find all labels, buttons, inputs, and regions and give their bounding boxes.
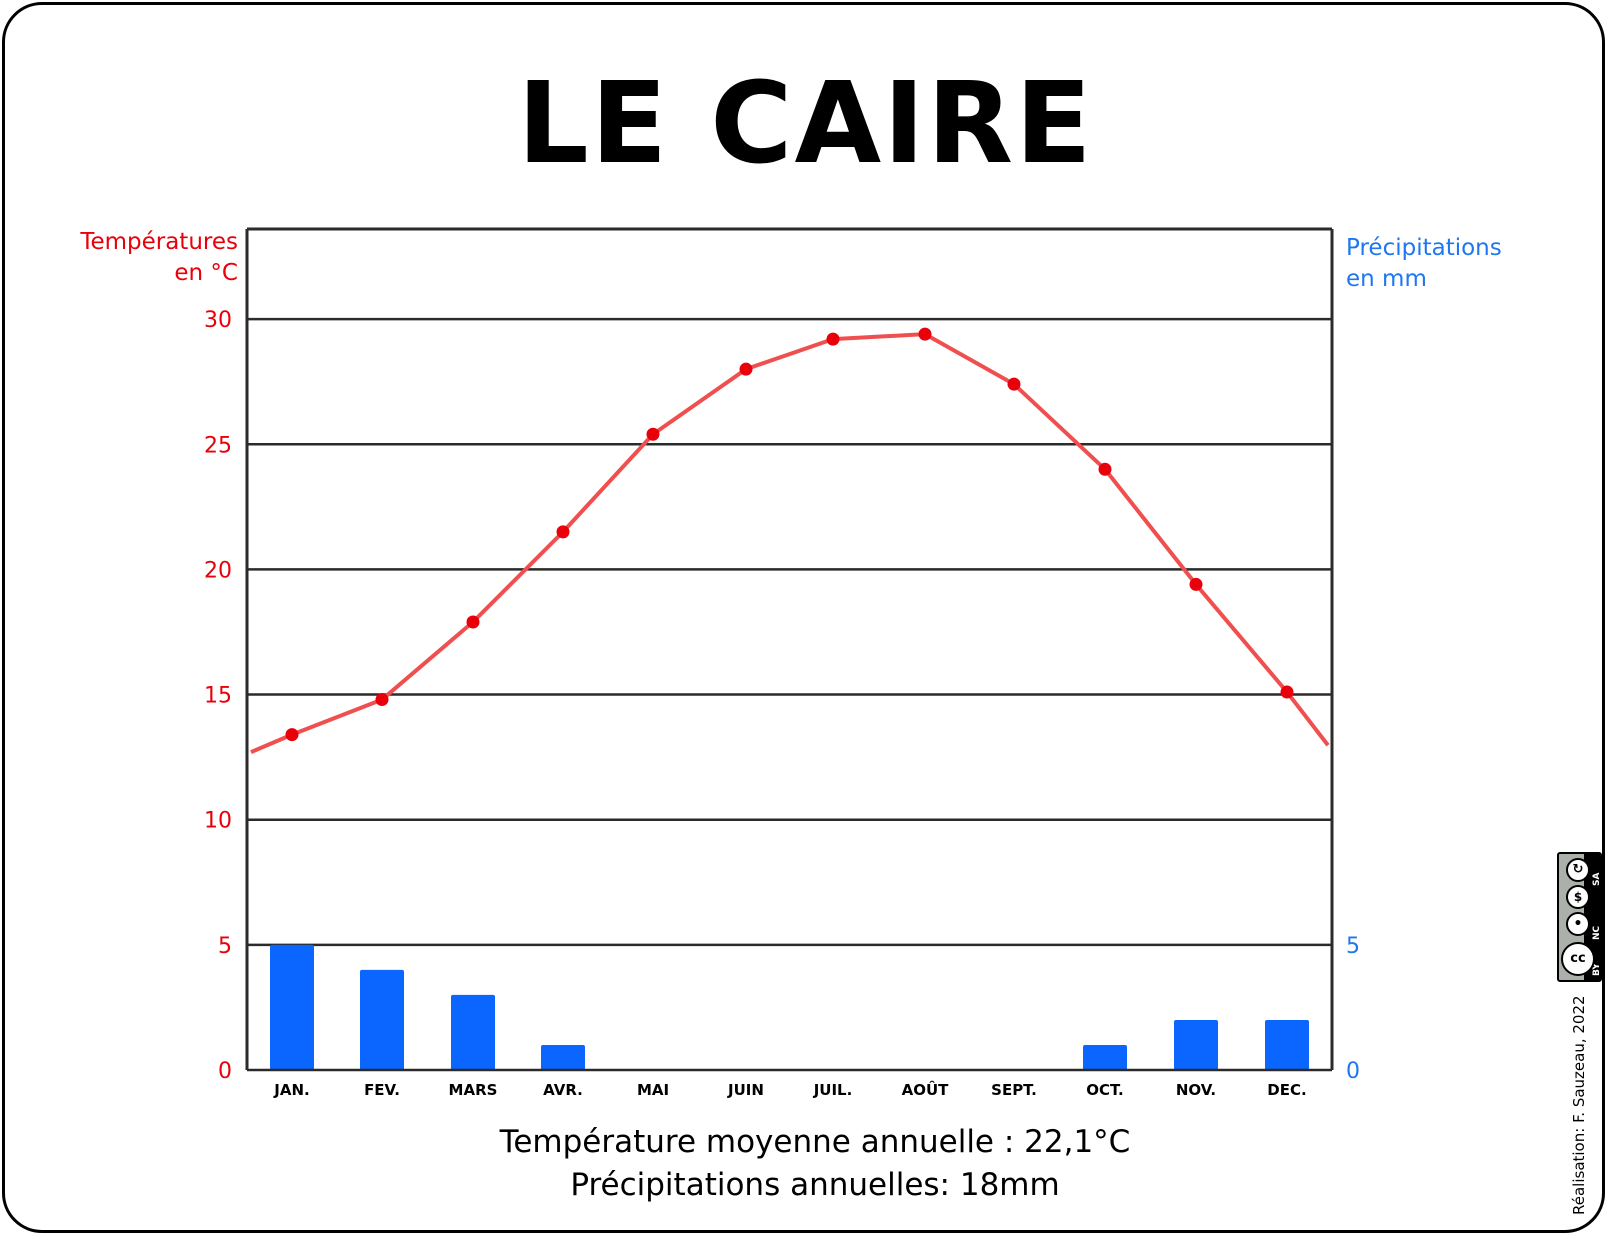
temperature-line xyxy=(250,332,1330,754)
plot-frame xyxy=(245,227,1334,1072)
temperature-point-10 xyxy=(1098,462,1112,476)
author-credit: Réalisation: F. Sauzeau, 2022 xyxy=(1570,995,1588,1215)
temperature-point-3 xyxy=(466,615,480,629)
cc-nc-label: NC xyxy=(1592,925,1602,940)
temperature-point-4 xyxy=(556,525,570,539)
temperature-point-7 xyxy=(826,332,840,346)
tick-labels: 0 5 10 15 20 25 30 0 5 JAN. FEV. MARS AVR. MAI JUIN JUI… xyxy=(204,308,1360,1099)
left-tick-0: 0 xyxy=(218,1059,232,1084)
month-label-5: MAI xyxy=(637,1081,669,1099)
precipitation-bar-2 xyxy=(360,969,404,1070)
temperature-point-5 xyxy=(646,427,660,441)
temperature-point-9 xyxy=(1007,377,1021,391)
month-label-2: FEV. xyxy=(364,1081,400,1099)
temperature-point-6 xyxy=(739,362,753,376)
left-axis-label: Températures en °C xyxy=(80,227,238,289)
temperature-line-layer xyxy=(250,327,1330,754)
month-label-4: AVR. xyxy=(543,1081,583,1099)
left-tick-20: 20 xyxy=(204,558,232,583)
left-axis-label-line2: en °C xyxy=(174,260,238,286)
left-tick-10: 10 xyxy=(204,809,232,834)
temperature-point-8 xyxy=(918,327,932,341)
temperature-point-11 xyxy=(1189,577,1203,591)
grid-layer xyxy=(247,317,1332,947)
month-label-11: NOV. xyxy=(1176,1081,1216,1099)
left-axis-label-line1: Températures xyxy=(80,229,238,255)
right-axis-label: Précipitations en mm xyxy=(1346,233,1502,295)
cc-nc-icon: $ xyxy=(1566,885,1590,909)
left-tick-30: 30 xyxy=(204,308,232,333)
right-axis-label-line1: Précipitations xyxy=(1346,235,1502,261)
month-label-6: JUIN xyxy=(727,1081,764,1099)
precipitation-bar-12 xyxy=(1265,1019,1309,1070)
right-tick-5: 5 xyxy=(1346,934,1360,959)
precipitation-bar-1 xyxy=(270,944,314,1070)
cc-by-icon: • xyxy=(1566,912,1590,936)
annual-mean-temperature: Température moyenne annuelle : 22,1°C xyxy=(499,1124,1131,1160)
month-label-7: JUIL. xyxy=(813,1081,853,1099)
cc-sa-label: SA xyxy=(1592,872,1602,886)
annual-precipitation: Précipitations annuelles: 18mm xyxy=(570,1167,1060,1203)
left-tick-25: 25 xyxy=(204,433,232,458)
precipitation-bar-3 xyxy=(451,994,495,1070)
month-label-8: AOÛT xyxy=(902,1080,950,1099)
precipitation-bar-10 xyxy=(1083,1044,1127,1070)
month-label-1: JAN. xyxy=(273,1081,309,1099)
right-axis-label-line2: en mm xyxy=(1346,266,1427,292)
cc-logo-icon: cc xyxy=(1561,942,1595,976)
month-label-9: SEPT. xyxy=(991,1081,1037,1099)
right-tick-0: 0 xyxy=(1346,1059,1360,1084)
month-label-12: DEC. xyxy=(1267,1081,1306,1099)
cc-sa-icon: ↻ xyxy=(1566,858,1590,882)
chart-title: LE CAIRE xyxy=(517,59,1094,189)
precipitation-bar-11 xyxy=(1174,1019,1218,1070)
month-label-10: OCT. xyxy=(1086,1081,1123,1099)
temperature-point-1 xyxy=(285,728,299,742)
temperature-point-12 xyxy=(1280,685,1294,699)
left-tick-15: 15 xyxy=(204,684,232,709)
precipitation-bars xyxy=(270,944,1309,1070)
cc-logo-text: cc xyxy=(1570,951,1586,966)
precipitation-bar-4 xyxy=(541,1044,585,1070)
cc-license-badge: BY NC SA cc • $ ↻ xyxy=(1557,852,1602,982)
left-tick-5: 5 xyxy=(218,934,232,959)
month-label-3: MARS xyxy=(449,1081,498,1099)
temperature-point-2 xyxy=(375,693,389,707)
